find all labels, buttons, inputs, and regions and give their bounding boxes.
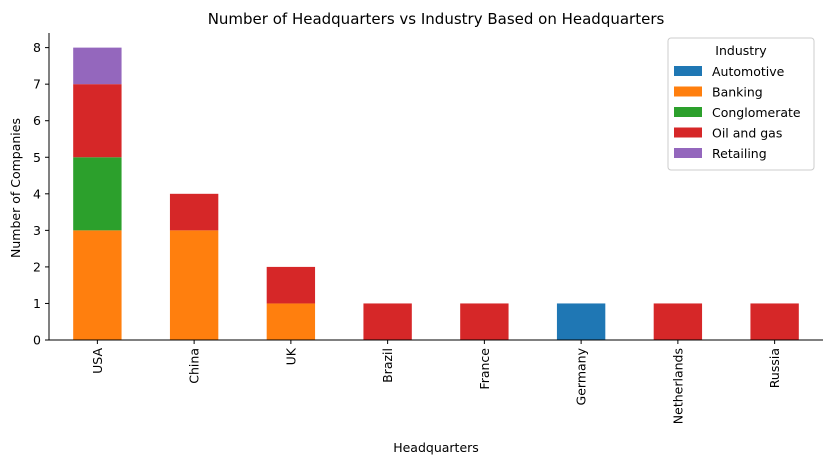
- legend-entry-label: Banking: [712, 85, 763, 100]
- y-axis: 0 1 2 3 4 5 6 7 8: [33, 33, 50, 348]
- x-tick-label: Russia: [767, 348, 782, 388]
- bar-uk-oil-and-gas: [266, 266, 316, 304]
- bar-germany-automotive: [556, 303, 606, 340]
- x-tick-label: Brazil: [380, 348, 395, 383]
- legend-swatch: [674, 107, 702, 117]
- bar-brazil-oil-and-gas: [363, 303, 412, 340]
- bar-usa-conglomerate: [73, 157, 122, 231]
- x-axis: USA China UK Brazil France Germany Netherlands…: [49, 339, 823, 424]
- legend-swatch: [674, 86, 702, 97]
- legend-entry-label: Oil and gas: [712, 126, 782, 141]
- legend-title: Industry: [715, 43, 767, 58]
- legend-entry-label: Conglomerate: [712, 105, 801, 120]
- y-tick-label: 7: [33, 77, 41, 92]
- x-tick-label: Netherlands: [670, 348, 685, 424]
- bar-russia-oil-and-gas: [750, 303, 799, 340]
- bar-usa-oil-and-gas: [73, 84, 122, 158]
- legend-swatch: [674, 148, 702, 158]
- bar-usa-retailing: [73, 47, 122, 85]
- legend-swatch: [674, 127, 702, 138]
- x-tick-label: UK: [283, 347, 298, 365]
- legend: Industry Automotive Banking Conglomerate Oil…: [667, 37, 815, 171]
- x-tick-label: China: [187, 348, 202, 384]
- y-tick-label: 3: [33, 223, 41, 238]
- y-tick-label: 5: [33, 150, 41, 165]
- y-tick-label: 6: [33, 113, 41, 128]
- bar-uk-banking: [266, 303, 316, 340]
- x-tick-label: France: [477, 348, 492, 390]
- legend-entry-label: Retailing: [712, 146, 767, 161]
- x-tick-label: Germany: [574, 347, 589, 405]
- x-tick-label: USA: [90, 348, 105, 374]
- y-tick-label: 8: [33, 40, 41, 55]
- y-tick-label: 0: [33, 333, 41, 348]
- y-tick-label: 2: [33, 259, 41, 274]
- bar-china-banking: [169, 230, 219, 340]
- y-tick-label: 1: [33, 296, 41, 311]
- x-axis-label: Headquarters: [393, 440, 479, 455]
- chart-title: Number of Headquarters vs Industry Based…: [208, 10, 665, 28]
- bar-france-oil-and-gas: [460, 303, 509, 340]
- bar-china-oil-and-gas: [169, 193, 219, 231]
- legend-box: [667, 37, 815, 171]
- bars-group: [73, 47, 799, 340]
- legend-entry-label: Automotive: [712, 64, 785, 79]
- y-axis-label: Number of Companies: [8, 118, 23, 258]
- legend-swatch: [674, 66, 702, 76]
- bar-netherlands-oil-and-gas: [653, 303, 703, 340]
- bar-usa-banking: [73, 230, 122, 340]
- y-tick-label: 4: [33, 186, 41, 201]
